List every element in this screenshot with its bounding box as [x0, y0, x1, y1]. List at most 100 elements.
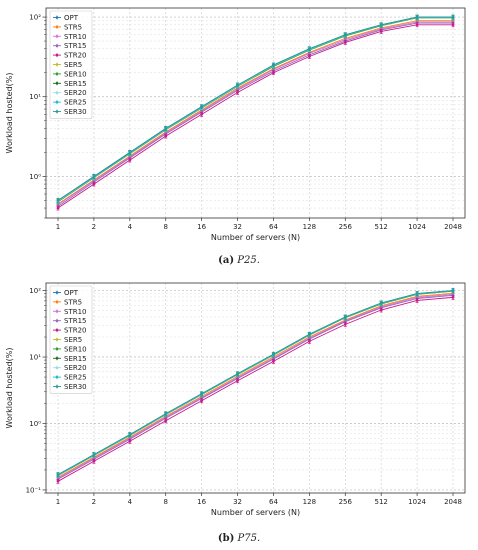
legend-marker	[55, 338, 59, 341]
caption-a: (a) P25.	[0, 255, 478, 266]
x-tick-label: 32	[233, 498, 242, 506]
legend-marker	[55, 63, 59, 66]
legend-item: SER10	[53, 345, 87, 353]
y-tick-label: 10⁻¹	[26, 486, 42, 494]
axes-frame	[45, 7, 466, 219]
data-point	[272, 63, 275, 67]
legend-item: STR5	[53, 298, 82, 306]
data-point	[164, 134, 168, 138]
legend-item: STR15	[53, 42, 87, 50]
data-point	[343, 41, 347, 44]
data-point	[451, 289, 455, 292]
chart-panel-a: 1 2 4 8 16 32 64 128 256 512 1024 2048 10⁰ 10¹ 10² OPT S…	[0, 7, 478, 266]
x-tick-label: 256	[339, 498, 353, 506]
legend-label: STR20	[64, 52, 87, 60]
data-point	[415, 15, 419, 19]
data-point	[272, 352, 275, 356]
legend-label: SER5	[64, 336, 82, 344]
series-line	[57, 20, 453, 205]
data-point	[56, 206, 60, 210]
legend-item: STR10	[53, 33, 87, 41]
data-point	[308, 332, 311, 336]
series-line	[57, 292, 454, 478]
legend-label: SER10	[64, 345, 87, 353]
legend-item: SER25	[53, 99, 87, 107]
data-point	[164, 127, 168, 130]
legend-label: SER25	[64, 99, 87, 107]
data-point	[128, 439, 132, 443]
y-axis-label: Workload hosted(%)	[5, 72, 14, 153]
legend-marker	[55, 110, 59, 113]
plot-area	[46, 283, 465, 493]
legend-label: SER20	[64, 364, 87, 372]
chart-b: 1 2 4 8 16 32 64 128 256 512 1024 2048 10⁻¹ 10⁰ 10¹ 10²…	[5, 282, 466, 517]
legend-item: STR20	[53, 327, 87, 335]
legend-marker	[55, 16, 59, 19]
x-tick-label: 16	[197, 498, 206, 506]
legend-item: SER15	[53, 80, 87, 88]
x-tick-label: 512	[374, 223, 387, 231]
caption-b: (b) P75.	[0, 533, 478, 544]
legend-marker	[55, 100, 59, 104]
legend-marker	[55, 291, 59, 294]
legend-marker	[55, 35, 59, 38]
data-point	[272, 71, 275, 75]
legend-label: SER15	[64, 355, 87, 363]
series-line	[57, 16, 453, 201]
y-tick-label: 10¹	[29, 354, 41, 362]
y-tick-label: 10¹	[29, 93, 41, 101]
x-tick-label: 512	[374, 498, 387, 506]
legend-item: SER30	[53, 383, 87, 391]
data-point	[200, 113, 203, 116]
legend-marker	[55, 310, 59, 313]
data-point	[92, 459, 96, 463]
legend-label: SER30	[64, 108, 87, 116]
x-tick-label: 2	[92, 498, 96, 506]
legend-item: OPT	[53, 14, 79, 22]
legend-item: OPT	[53, 289, 79, 297]
y-tick-label: 10²	[29, 287, 41, 295]
data-point	[200, 105, 203, 109]
legend-marker	[55, 328, 59, 332]
plot-area	[46, 8, 465, 218]
legend-marker	[55, 300, 59, 304]
y-tick-label: 10⁰	[29, 173, 41, 181]
legend-marker	[55, 319, 59, 322]
legend-item: STR10	[53, 308, 87, 316]
legend-label: SER15	[64, 80, 87, 88]
legend-label: SER25	[64, 374, 87, 382]
legend-label: STR5	[64, 23, 82, 31]
legend-item: SER20	[53, 364, 87, 372]
x-tick-label: 2	[92, 223, 96, 231]
legend-label: SER10	[64, 70, 87, 78]
data-point	[164, 419, 168, 423]
legend-label: SER20	[64, 89, 87, 97]
data-point	[164, 412, 168, 416]
data-point	[128, 433, 132, 436]
x-tick-label: 1	[56, 223, 60, 231]
caption-a-name: P25.	[237, 255, 260, 266]
series-line	[57, 296, 454, 482]
data-point	[56, 479, 60, 483]
x-tick-label: 128	[303, 223, 316, 231]
series-ser30	[56, 14, 455, 203]
series-str20	[56, 22, 455, 211]
x-tick-label: 128	[303, 498, 316, 506]
legend-marker	[55, 385, 59, 388]
x-tick-label: 4	[128, 498, 133, 506]
series-line	[57, 22, 453, 207]
data-point	[451, 23, 455, 27]
legend: OPTSTR5STR10STR15STR20SER5SER10SER15SER2…	[49, 285, 93, 394]
legend-label: STR5	[64, 298, 82, 306]
legend-label: STR20	[64, 327, 87, 335]
legend-item: STR20	[53, 52, 87, 60]
x-axis-label: Number of servers (N)	[211, 508, 300, 517]
caption-a-letter: (a)	[218, 255, 235, 266]
legend-label: SER5	[64, 61, 82, 69]
data-point	[379, 301, 383, 305]
x-tick-label: 4	[128, 223, 133, 231]
legend-item: STR15	[53, 317, 87, 325]
series-line	[57, 294, 454, 480]
x-tick-label: 256	[339, 223, 353, 231]
data-point	[236, 83, 239, 87]
